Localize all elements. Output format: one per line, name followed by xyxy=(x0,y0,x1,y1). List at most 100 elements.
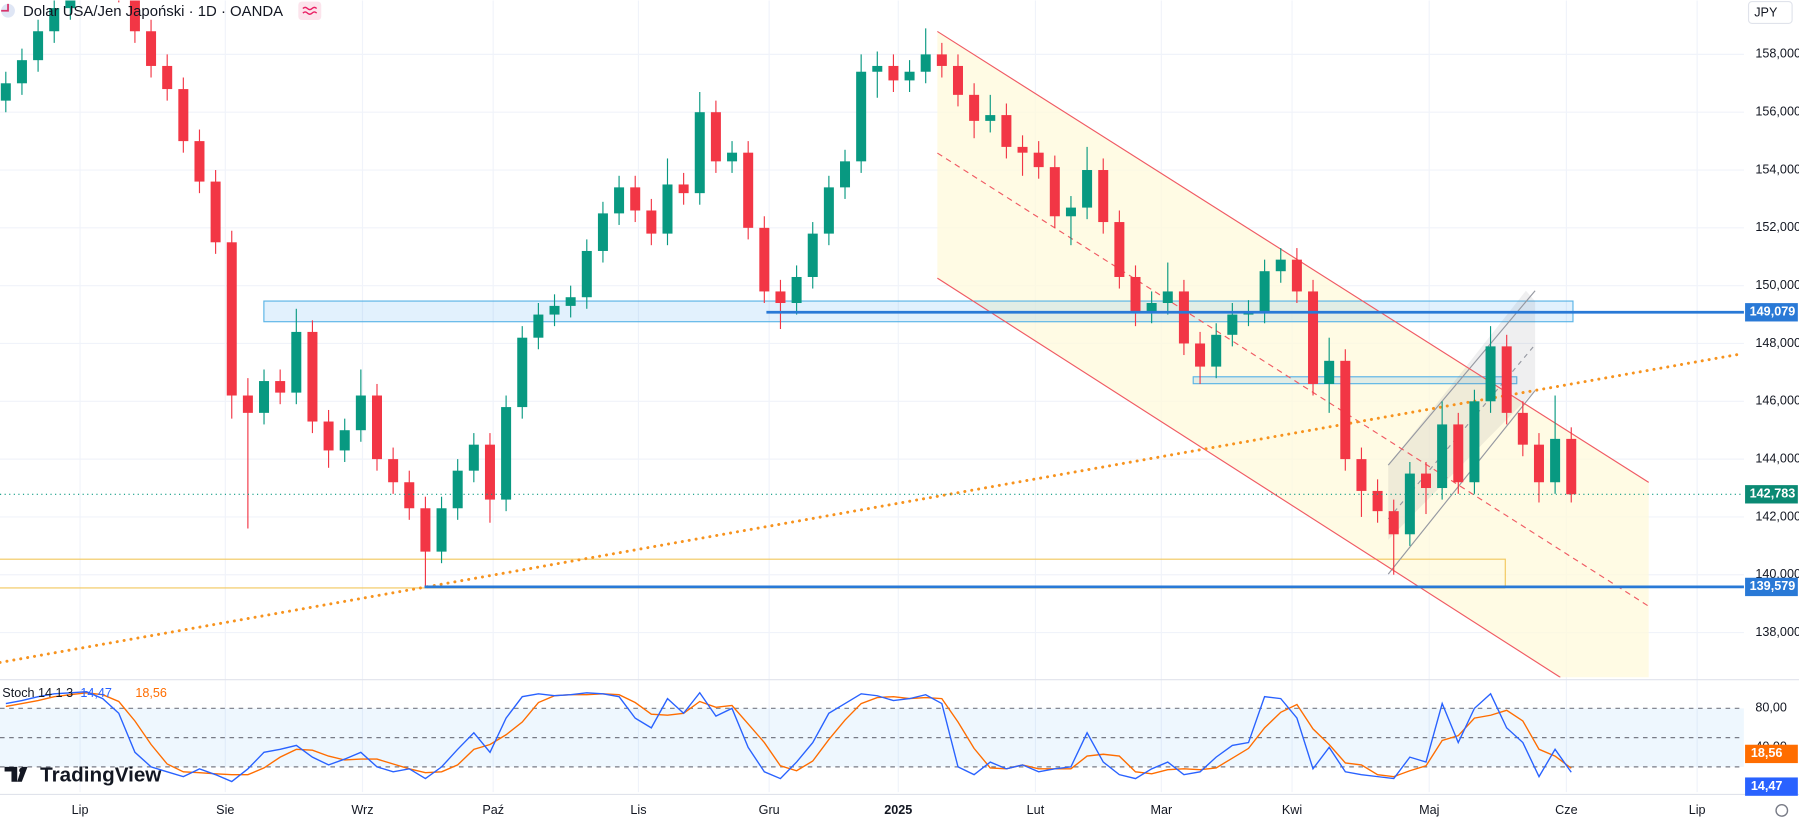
candle-body xyxy=(194,141,205,182)
y-tick-label: 156,000 xyxy=(1755,105,1799,119)
symbol-title: Dolar USA/Jen Japoński · 1D · OANDA xyxy=(23,4,283,20)
candle-body xyxy=(710,112,721,162)
candle-body xyxy=(646,210,657,234)
x-tick-label: Cze xyxy=(1555,803,1577,817)
candle-body xyxy=(727,152,738,162)
candle-body xyxy=(1162,291,1173,304)
y-tick-label: 158,000 xyxy=(1755,47,1799,61)
x-tick-label: Lut xyxy=(1027,803,1045,817)
candle-body xyxy=(662,184,673,234)
currency-button[interactable] xyxy=(1747,1,1793,24)
candle-body xyxy=(597,213,608,251)
currency-label[interactable]: JPY xyxy=(1754,5,1778,19)
candle-body xyxy=(501,407,512,500)
y-tick-label: 144,000 xyxy=(1755,451,1799,465)
candle-body xyxy=(743,152,754,228)
y-tick-label: 146,000 xyxy=(1755,394,1799,408)
small-zone xyxy=(1192,376,1518,385)
candle-body xyxy=(291,331,302,393)
candle-body xyxy=(16,60,27,84)
stoch-value-label: 18,56 xyxy=(1751,746,1783,760)
price-level-label: 149,079 xyxy=(1750,305,1796,319)
candle-body xyxy=(0,83,11,101)
stoch-line xyxy=(5,692,1572,778)
price-level-box xyxy=(1745,303,1798,322)
y-tick-label: 140,000 xyxy=(1755,567,1799,581)
candle-body xyxy=(226,242,237,396)
x-tick-label: Mar xyxy=(1150,803,1172,817)
last-price-box xyxy=(1745,485,1798,504)
y-tick-label: 154,000 xyxy=(1755,162,1799,176)
candle-body xyxy=(1356,459,1367,491)
candle-body xyxy=(952,65,963,95)
candle-body xyxy=(1211,334,1222,367)
candle-body xyxy=(146,31,157,66)
candle-body xyxy=(565,297,576,306)
y-tick-label: 150,000 xyxy=(1755,278,1799,292)
candle-body xyxy=(210,181,221,243)
candle-body xyxy=(614,187,625,214)
yellow-box xyxy=(0,558,1506,588)
stoch-value-box xyxy=(1745,777,1798,796)
candle-body xyxy=(388,459,399,483)
candle-body xyxy=(1324,360,1335,384)
x-tick-label: Sie xyxy=(216,803,234,817)
candle-body xyxy=(65,0,76,9)
channel-lower xyxy=(937,277,1561,678)
candle-body xyxy=(1308,291,1319,384)
candle-body xyxy=(1065,207,1076,217)
candle-body xyxy=(1033,152,1044,168)
y-tick-label: 138,000 xyxy=(1755,625,1799,639)
candle-body xyxy=(259,381,270,413)
candle-body xyxy=(242,395,253,413)
candle-body xyxy=(581,250,592,298)
settings-button[interactable] xyxy=(1775,804,1789,817)
y-tick-label: 152,000 xyxy=(1755,220,1799,234)
trend-line xyxy=(0,352,1744,664)
candle-body xyxy=(1453,424,1464,483)
brand-logo-dot xyxy=(19,767,25,773)
candle-body xyxy=(404,482,415,509)
candle-body xyxy=(807,233,818,277)
candle-body xyxy=(1082,170,1093,208)
x-tick-label: Lis xyxy=(630,803,646,817)
candle-body xyxy=(1001,115,1012,147)
x-tick-label: Lip xyxy=(1689,803,1706,817)
candle-body xyxy=(1437,424,1448,489)
candle-body xyxy=(355,395,366,431)
x-tick-label: Wrz xyxy=(351,803,373,817)
price-level-label: 139,579 xyxy=(1750,579,1796,593)
candle-body xyxy=(49,8,60,32)
stoch-value-label: 14,47 xyxy=(1751,779,1783,793)
candle-body xyxy=(129,0,140,32)
candle-body xyxy=(1340,360,1351,460)
status-badge xyxy=(298,1,322,20)
brand-name: TradingView xyxy=(40,764,162,787)
candle-body xyxy=(436,508,447,552)
stoch-value-box xyxy=(1745,744,1798,764)
candle-body xyxy=(1130,276,1141,312)
y-tick-label: 148,000 xyxy=(1755,336,1799,350)
candle-body xyxy=(162,65,173,90)
candle-body xyxy=(630,187,641,211)
stoch-d-value: 18,56 xyxy=(135,686,167,700)
candle-body xyxy=(1017,146,1028,153)
candle-body xyxy=(888,65,899,81)
candle-body xyxy=(678,184,689,194)
candle-body xyxy=(533,314,544,338)
candle-body xyxy=(452,470,463,509)
candle-body xyxy=(275,381,286,393)
candle-body xyxy=(1469,401,1480,483)
price-level-box xyxy=(1745,577,1798,597)
candle-body xyxy=(1259,271,1270,312)
x-tick-label: Lip xyxy=(72,803,89,817)
candle-body xyxy=(1420,473,1432,489)
candle-body xyxy=(936,54,947,66)
candle-body xyxy=(791,276,802,304)
channel-mid xyxy=(937,152,1650,607)
candle-body xyxy=(759,227,770,292)
candle-body xyxy=(371,395,382,460)
last-price-label: 142,783 xyxy=(1750,487,1796,501)
candle-body xyxy=(1195,343,1206,367)
